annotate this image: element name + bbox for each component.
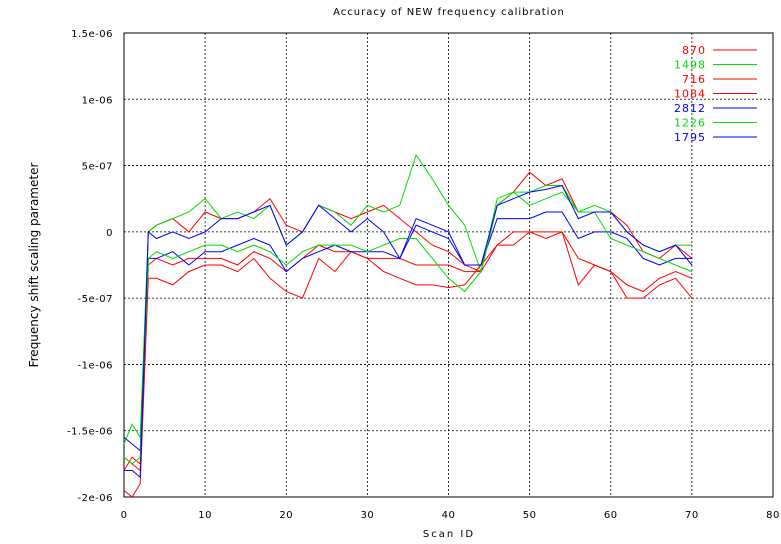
chart-title: Accuracy of NEW frequency calibration [333, 7, 565, 18]
y-axis-ticks: 1.5e-06 1e-06 5e-07 0 -5e-07 -1e-06 -1.5e-06 -2… [67, 29, 113, 504]
x-tick-label: 70 [685, 510, 699, 521]
series-layer [123, 153, 693, 498]
legend-label-870: 870 [682, 44, 706, 57]
y-tick-label: -1.5e-06 [67, 427, 113, 438]
series-line-1226 [123, 191, 693, 465]
x-tick-label: 20 [279, 510, 293, 521]
x-tick-label: 50 [523, 510, 537, 521]
y-tick-label: 1.5e-06 [71, 29, 113, 40]
x-tick-label: 0 [121, 510, 128, 521]
plot-frame [123, 32, 774, 498]
y-tick-label: 1e-06 [82, 95, 113, 106]
series-line-1084 [123, 231, 693, 471]
legend-label-1795: 1795 [674, 131, 706, 144]
y-tick-label: 0 [106, 228, 113, 239]
x-tick-label: 80 [766, 510, 780, 521]
x-axis-ticks: 0 10 20 30 40 50 60 70 80 [121, 510, 780, 521]
series-line-716 [123, 231, 693, 498]
series-line-1795 [124, 184, 693, 479]
y-tick-label: -2e-06 [78, 493, 113, 504]
series-line-1498 [123, 153, 692, 445]
legend-label-716: 716 [682, 73, 706, 86]
legend-label-1084: 1084 [674, 88, 706, 101]
x-tick-label: 10 [198, 510, 212, 521]
series-line-870 [123, 171, 693, 472]
x-tick-label: 60 [604, 510, 618, 521]
x-axis-label: Scan ID [423, 529, 475, 540]
y-axis-label: Frequency shift scaling parameter [27, 163, 41, 368]
x-tick-label: 40 [442, 510, 456, 521]
legend-label-2812: 2812 [674, 102, 706, 115]
series-line-2812 [123, 211, 692, 452]
legend-label-1498: 1498 [674, 59, 706, 72]
y-tick-label: -1e-06 [78, 360, 113, 371]
y-tick-label: -5e-07 [78, 294, 113, 305]
y-tick-label: 5e-07 [82, 162, 113, 173]
legend-label-1226: 1226 [674, 117, 706, 130]
x-tick-label: 30 [361, 510, 375, 521]
